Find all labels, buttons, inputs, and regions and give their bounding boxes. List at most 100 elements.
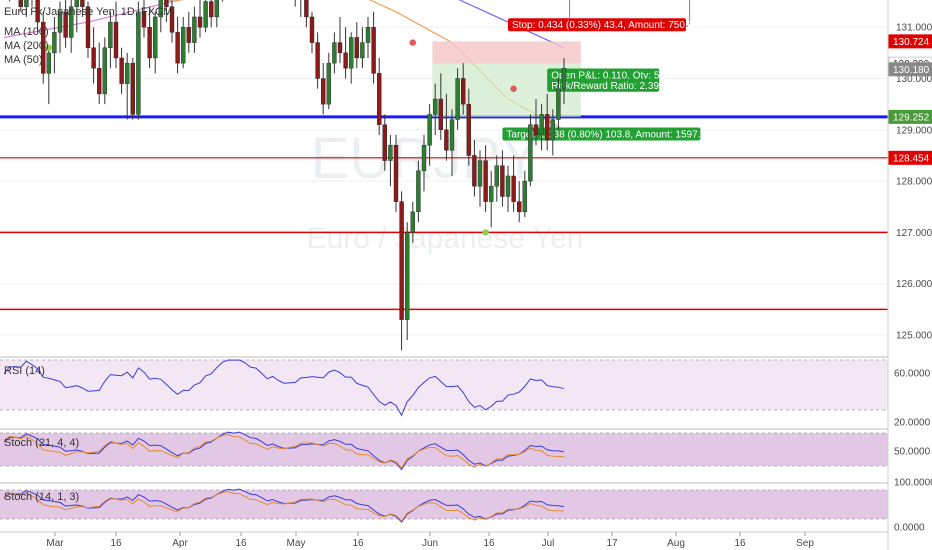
price-tag-bg	[888, 34, 932, 49]
candle-body	[326, 62, 331, 105]
candle-body	[533, 124, 539, 136]
candle-body	[494, 165, 499, 187]
indicator-title[interactable]: Stoch (21, 4, 4)	[4, 437, 79, 449]
candle-body	[455, 78, 460, 120]
candle-body	[433, 98, 438, 115]
candle-body	[68, 6, 74, 38]
candle-body	[304, 0, 309, 18]
legend-ma-200[interactable]: MA (200)	[4, 40, 49, 52]
stop-zone	[432, 41, 581, 64]
stop-label[interactable]: Stop: 0.434 (0.33%) 43.4, Amount: 750.02	[508, 18, 699, 32]
indicator-panes: RSI (14) 60.0000 20.0000 Stoch (21, 4, 4) 50…	[0, 356, 932, 534]
candle-body	[466, 103, 471, 156]
candle-body	[399, 201, 404, 320]
candle-body	[360, 42, 365, 59]
candle-body	[192, 16, 197, 43]
candle-body	[46, 52, 51, 74]
candle-body	[483, 160, 488, 202]
candle-body	[561, 68, 567, 89]
candle-body	[41, 21, 46, 74]
candle-body	[371, 27, 376, 74]
watermark-name: Euro / Japanese Yen	[307, 222, 584, 255]
indicator-title[interactable]: Stoch (14, 1, 3)	[4, 491, 79, 503]
risk-reward-label-bg	[547, 78, 660, 92]
candle-body	[444, 129, 449, 151]
candle-body	[175, 32, 180, 64]
time-tick-label: Mar	[46, 538, 64, 549]
candle-body	[102, 47, 108, 95]
indicator-line	[3, 359, 565, 417]
price-tick-label: 130.000	[896, 74, 932, 85]
price-axis[interactable]: 125.000 126.000 127.000 128.000 129.000 130.0…	[896, 0, 932, 342]
candle-body	[388, 144, 393, 161]
indicator-tick-label: 50.0000	[894, 447, 931, 458]
candle-body	[108, 21, 113, 48]
candle-body	[63, 11, 68, 38]
indicator-signal-line	[3, 491, 565, 522]
indicator-tick-label: 60.0000	[894, 369, 931, 380]
candle-body	[309, 16, 315, 43]
indicator-signal-line	[3, 434, 565, 469]
candle-body	[74, 0, 80, 7]
candle-body	[158, 0, 164, 18]
candle-body	[186, 27, 192, 43]
candle-body	[382, 124, 387, 161]
candle-body	[136, 11, 141, 115]
target-label-text: Target: 1.038 (0.80%) 103.8, Amount: 159…	[506, 129, 712, 140]
candle-body	[35, 0, 40, 23]
candle-body	[337, 42, 343, 54]
candle-body	[24, 0, 29, 7]
chart-title: Euro Fx/Japanese Yen, 1D, FXCM	[4, 6, 172, 18]
signal-dot	[409, 39, 416, 46]
candle-body	[152, 16, 158, 59]
candle-body	[141, 11, 147, 28]
candle-body	[197, 16, 203, 28]
time-tick-label: Aug	[667, 538, 685, 549]
legend-ma-100[interactable]: MA (100)	[4, 26, 49, 38]
time-tick-label: May	[287, 538, 306, 549]
time-tick-label: 16	[110, 538, 122, 549]
stop-label-bg	[508, 18, 686, 32]
candle-body	[119, 57, 124, 84]
candle-body	[517, 201, 522, 213]
candle-body	[321, 78, 326, 105]
candle-body	[130, 62, 136, 115]
time-tick-label: Sep	[796, 538, 814, 549]
candle-body	[427, 114, 432, 146]
candles	[9, 0, 567, 351]
candle-body	[91, 47, 96, 69]
legend-ma-50[interactable]: MA (50)	[4, 54, 43, 66]
candle-body	[203, 1, 208, 28]
price-tag-label: 130.724	[893, 37, 930, 48]
price-tag-label: 129.252	[893, 112, 930, 123]
candle-body	[124, 62, 130, 84]
candle-body	[57, 11, 63, 33]
time-tick-label: Jun	[422, 538, 438, 549]
candle-body	[556, 88, 561, 120]
candle-body	[349, 37, 354, 69]
open-pnl-label[interactable]: Open P&L: 0.110, Qty: 576	[547, 68, 671, 82]
candle-body	[147, 27, 152, 59]
candle-body	[52, 32, 57, 54]
candle-body	[438, 98, 443, 130]
price-tag-bg	[888, 62, 932, 77]
candle-body	[539, 114, 544, 136]
candle-body	[18, 0, 23, 7]
time-axis[interactable]: Mar 16 Apr 16 May 16 Jun 16 Jul 17 Aug 16 Sep	[46, 532, 814, 549]
indicator-title[interactable]: RSI (14)	[4, 365, 45, 377]
signal-dot	[510, 85, 517, 92]
risk-reward-label[interactable]: Risk/Reward Ratio: 2.39	[547, 78, 660, 92]
candle-body	[96, 68, 102, 95]
signal-dot	[45, 44, 52, 51]
signal-dot	[482, 229, 489, 236]
time-tick-label: 16	[734, 538, 746, 549]
candle-body	[393, 144, 399, 202]
candle-body	[85, 6, 91, 48]
candle-body	[421, 144, 427, 172]
legend: Euro Fx/Japanese Yen, 1D, FXCM MA (100) …	[4, 6, 172, 66]
candle-body	[489, 186, 494, 202]
candle-body	[500, 165, 505, 197]
time-tick-label: 16	[352, 538, 364, 549]
